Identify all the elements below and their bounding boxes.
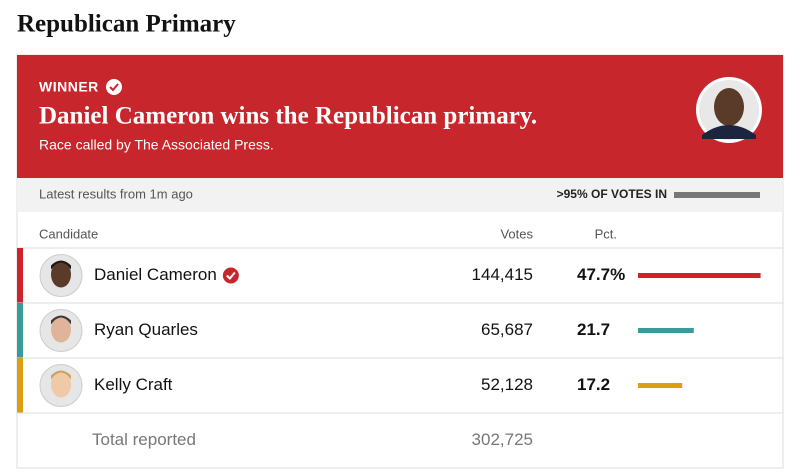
updated-text: Latest results from 1m ago	[39, 186, 193, 201]
avatar-face	[51, 371, 71, 398]
call-note: Race called by The Associated Press.	[39, 137, 274, 153]
column-header: Votes	[500, 226, 533, 241]
pct-bar	[638, 383, 683, 388]
party-strip	[17, 248, 23, 303]
winner-check-mark	[226, 271, 236, 280]
page-title: Republican Primary	[17, 11, 236, 38]
total-label: Total reported	[92, 430, 196, 449]
party-strip	[17, 303, 23, 358]
candidate-name: Ryan Quarles	[94, 320, 198, 339]
winner-check	[222, 267, 239, 284]
avatar-hair	[51, 260, 71, 270]
reporting-bar	[674, 192, 760, 198]
avatar-hair	[51, 370, 71, 380]
candidate-name: Kelly Craft	[94, 375, 173, 394]
reporting-text: >95% OF VOTES IN	[557, 187, 667, 201]
pct-bar	[638, 328, 694, 333]
winner-photo	[696, 77, 762, 143]
candidate-name: Daniel Cameron	[94, 265, 217, 284]
status-bar	[17, 178, 783, 212]
avatar-face	[51, 261, 71, 288]
votes: 52,128	[481, 375, 533, 394]
total-votes: 302,725	[472, 430, 533, 449]
party-strip	[17, 358, 23, 413]
headline: Daniel Cameron wins the Republican prima…	[39, 103, 537, 130]
winner-label: WINNER	[39, 79, 99, 95]
column-header: Candidate	[39, 226, 98, 241]
pct: 17.2	[577, 375, 610, 394]
pct: 47.7%	[577, 265, 625, 284]
pct-bar	[638, 273, 761, 278]
avatar-hair	[51, 315, 71, 325]
pct: 21.7	[577, 320, 610, 339]
votes: 65,687	[481, 320, 533, 339]
column-header: Pct.	[595, 226, 617, 241]
avatar-face	[51, 316, 71, 343]
votes: 144,415	[472, 265, 533, 284]
winner-banner	[17, 55, 783, 178]
winner-check	[106, 79, 122, 95]
